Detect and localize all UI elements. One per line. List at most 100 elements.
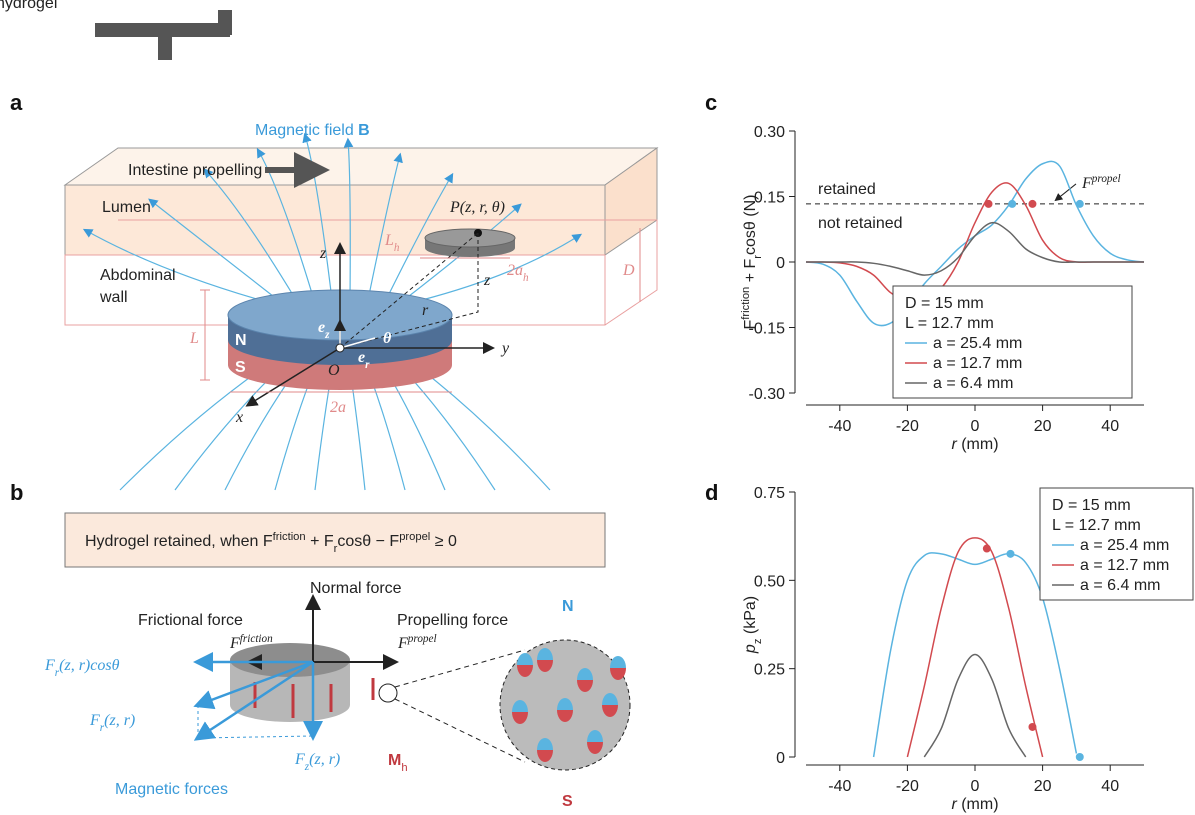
r-label: r <box>422 302 429 319</box>
zoom-origin <box>378 683 398 703</box>
south-label: S <box>235 359 246 376</box>
dipole-n <box>512 700 528 712</box>
text-part: friction <box>740 287 752 320</box>
text-part: r <box>951 436 957 453</box>
annotation-arrow <box>1054 183 1077 202</box>
dipole-s <box>610 668 626 680</box>
wall-label: Abdominal <box>100 267 176 284</box>
origin-label: O <box>328 362 340 379</box>
moment-arrows <box>253 678 375 718</box>
text-part: r <box>55 667 60 679</box>
d-label: D <box>622 262 635 279</box>
text-part: z <box>324 329 330 341</box>
north-label: N <box>562 598 574 615</box>
text-part: z <box>752 638 764 644</box>
text-part: p <box>742 644 759 654</box>
legend-box <box>892 285 1133 399</box>
data-line <box>906 537 1044 758</box>
field-line <box>148 198 279 301</box>
header-text: hydrogel <box>0 0 57 12</box>
field-line <box>174 368 280 491</box>
text-part: propel <box>399 531 430 543</box>
dipole-s <box>537 660 553 672</box>
text-part: r <box>334 543 338 555</box>
x-tick-label: 20 <box>1034 418 1052 435</box>
dipole-n <box>557 698 573 710</box>
text-part: e <box>318 319 325 336</box>
legend-label: a = 6.4 mm <box>933 375 1013 392</box>
data-point <box>1075 753 1084 761</box>
text-part: h <box>401 762 407 774</box>
data-point <box>1075 199 1084 208</box>
text-part: z <box>304 761 310 773</box>
frictional-label: Frictional force <box>138 612 243 629</box>
text-part: F <box>294 751 305 768</box>
text-part: e <box>358 349 365 366</box>
hydrogel-side <box>230 660 350 722</box>
x-tick-label: -20 <box>896 778 919 795</box>
x-axis-label: r (mm) <box>951 436 998 453</box>
y-axis-label: Ffriction + Frcosθ (N) <box>740 195 764 330</box>
panel-a: a Magnetic field B Intestine propelling … <box>10 90 659 491</box>
text-part: Hydrogel retained, when <box>85 533 263 550</box>
data-point <box>1028 722 1037 731</box>
text-part: r <box>100 722 105 734</box>
x-label: x <box>235 409 243 426</box>
text-part: F <box>263 533 273 550</box>
y-tick-label: 0 <box>776 255 785 272</box>
y-tick-label: 0 <box>776 750 785 767</box>
point-label: P(z, r, θ) <box>449 199 505 216</box>
dipole-s <box>587 742 603 754</box>
mh-label: Mh <box>388 752 408 774</box>
x-tick-label: 40 <box>1101 778 1119 795</box>
data-point <box>984 199 993 208</box>
field-line <box>385 172 454 301</box>
field-line <box>420 368 551 491</box>
lumen-label: Lumen <box>102 199 151 216</box>
l-label: L <box>189 330 199 347</box>
text-part: r <box>752 255 764 259</box>
text-part: F <box>44 657 55 674</box>
text-part: r <box>951 796 957 813</box>
text-part: propel <box>1091 173 1121 185</box>
x-tick-label: 0 <box>971 778 980 795</box>
text-part: h <box>394 242 400 254</box>
annotation: Fpropel <box>1081 173 1121 192</box>
field-line <box>421 233 583 301</box>
panel-label: d <box>705 480 718 505</box>
text-part: Magnetic field <box>255 122 358 139</box>
dipole-s <box>557 710 573 722</box>
y-tick-label: 0.25 <box>754 662 785 679</box>
text-part: r <box>365 359 370 371</box>
y-tick-label: -0.15 <box>749 321 786 338</box>
legend-note: L = 12.7 mm <box>905 315 994 332</box>
field-line <box>82 228 261 301</box>
text-part: + F <box>306 533 334 550</box>
dipole-n <box>602 693 618 705</box>
x-tick-label: -40 <box>828 778 851 795</box>
zoom-lines <box>394 649 526 763</box>
fprop-label: Fpropel <box>397 633 437 652</box>
dipole-s <box>512 712 528 724</box>
panel-label: a <box>10 90 23 115</box>
text-part: h <box>523 272 529 284</box>
er-vector <box>339 337 376 349</box>
legend-label: a = 12.7 mm <box>1080 557 1169 574</box>
dipole-n <box>517 653 533 665</box>
x-axis-label: r (mm) <box>951 796 998 813</box>
field-label: Magnetic field B <box>255 122 370 139</box>
magnetic-label: Magnetic forces <box>115 781 228 798</box>
y-tick-label: 0.50 <box>754 573 785 590</box>
annotation: retained <box>818 181 876 198</box>
field-line <box>367 152 403 301</box>
ez-label: ez <box>318 319 330 341</box>
data-line <box>806 221 1144 276</box>
dipole-s <box>517 665 533 677</box>
y-tick-label: 0.30 <box>754 124 785 141</box>
z-label: z <box>319 245 327 262</box>
legend-label: a = 6.4 mm <box>1080 577 1160 594</box>
field-line <box>343 137 354 301</box>
text-part: L <box>384 232 394 249</box>
text-part: F <box>89 712 100 729</box>
panel-label: c <box>705 90 717 115</box>
